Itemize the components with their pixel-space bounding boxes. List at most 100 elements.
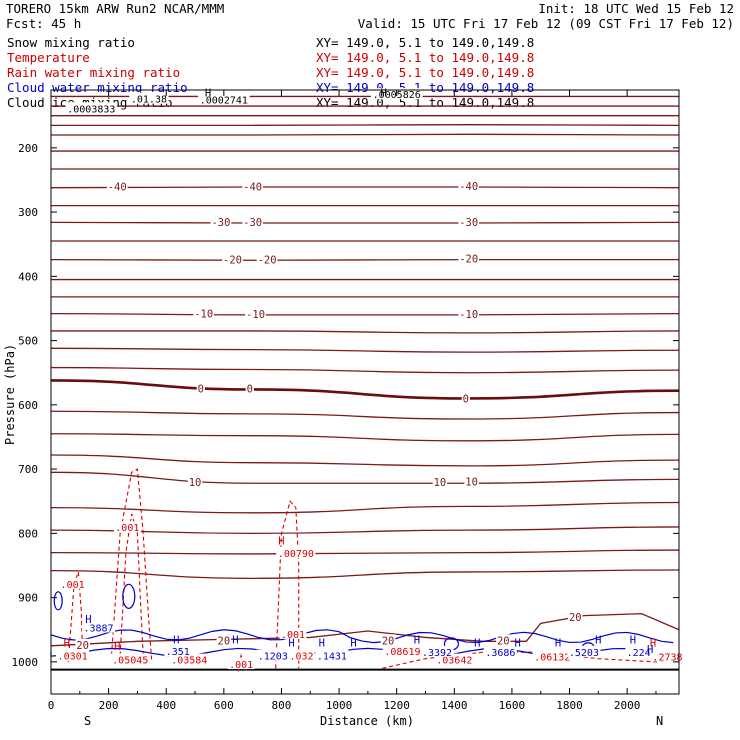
- temperature-label: 10: [434, 477, 447, 489]
- y-axis-label: Pressure (hPa): [3, 344, 17, 445]
- label-background: [222, 253, 243, 265]
- maximum-marker: H: [650, 638, 656, 650]
- temperature-isotherm: [50, 347, 680, 353]
- legend-label: Snow mixing ratio: [7, 35, 135, 50]
- temperature-contours: [50, 95, 680, 671]
- label-background: [129, 92, 169, 104]
- y-tick-label: 200: [18, 142, 38, 155]
- legend-label: Temperature: [7, 50, 90, 65]
- rain-label: .001: [61, 580, 85, 591]
- label-background: [65, 102, 118, 114]
- x-tick-label: 400: [156, 699, 176, 712]
- y-tick-label: 300: [18, 206, 38, 219]
- temperature-isotherm: [50, 186, 680, 189]
- temperature-label: 10: [189, 477, 202, 489]
- label-background: [380, 634, 396, 646]
- label-background: [187, 476, 203, 488]
- maximum-marker: H: [173, 634, 179, 646]
- maximum-marker: H: [474, 638, 480, 650]
- temperature-isotherm: [50, 410, 680, 420]
- cloud-water-contour: [122, 583, 136, 609]
- label-background: [113, 521, 141, 533]
- temperature-label: 10: [465, 477, 478, 489]
- x-end-left: S: [84, 714, 91, 728]
- temperature-label: -10: [246, 309, 265, 321]
- temperature-label: 20: [382, 635, 395, 647]
- cloud-water-label: .224: [627, 648, 651, 659]
- legend-xy: XY= 149.0, 5.1 to 149.0,149.8: [316, 65, 534, 80]
- label-background: [432, 476, 448, 488]
- temperature-isotherm: [50, 133, 680, 136]
- cloud-water-label: .1431: [317, 652, 347, 663]
- cloud-water-contour: [53, 591, 63, 611]
- label-background: [82, 621, 116, 633]
- y-tick-label: 800: [18, 527, 38, 540]
- maximum-marker: H: [114, 641, 120, 653]
- label-background: [625, 645, 653, 657]
- rain-label: .05045: [112, 656, 148, 667]
- temperature-label: -40: [108, 182, 127, 194]
- rain-label: .001: [281, 630, 305, 641]
- x-axis-label: Distance (km): [320, 714, 414, 728]
- maximum-marker: H: [232, 634, 238, 646]
- temperature-isotherm: [50, 221, 680, 224]
- x-tick-label: 2000: [614, 699, 641, 712]
- maximum-marker: H: [288, 638, 294, 650]
- maximum-marker: H: [319, 638, 325, 650]
- legend-xy: XY= 149.0, 5.1 to 149.0,149.8: [316, 35, 534, 50]
- temperature-label: -20: [459, 254, 478, 266]
- temperature-isotherm: [51, 330, 680, 334]
- temperature-label: 20: [569, 612, 582, 624]
- temperature-isotherm: [50, 258, 679, 261]
- temperature-label: -20: [258, 254, 277, 266]
- label-background: [276, 546, 316, 558]
- rain-label: .06132: [534, 652, 570, 663]
- temperature-isotherm: [50, 433, 680, 442]
- maximum-marker: H: [630, 634, 636, 646]
- rain-contour: [382, 651, 680, 669]
- temperature-isotherm: [50, 454, 680, 467]
- rain-contour: [275, 500, 300, 669]
- contour-labels: -40 -40 -40 -30 -30 -30 -20 -20 -20 -10 -10 -10 0 0 0 1…: [56, 88, 684, 671]
- maximum-marker: H: [515, 638, 521, 650]
- temperature-isotherm: [50, 366, 680, 374]
- x-tick-label: 1200: [383, 699, 410, 712]
- cloud-water-contour: [50, 629, 674, 644]
- label-background: [568, 611, 583, 623]
- temperature-isotherm: [50, 549, 680, 555]
- x-tick-label: 1800: [556, 699, 583, 712]
- rain-label: .001: [229, 660, 253, 671]
- x-tick-label: 200: [99, 699, 119, 712]
- axes: 0 200 400 600 800 1000 1200 1400 1600 1800 2000200…: [12, 89, 680, 712]
- label-background: [196, 382, 205, 394]
- label-background: [650, 650, 684, 662]
- rain-label: .0327: [289, 652, 319, 663]
- cloud-ice-label: .0003833: [67, 104, 115, 115]
- rain-label: .001: [115, 523, 139, 534]
- rain-contour: [237, 653, 248, 672]
- maximum-marker: H: [595, 634, 601, 646]
- temperature-label: 0: [198, 383, 204, 395]
- cloud-ice-label: .0002741: [200, 95, 248, 106]
- label-background: [242, 180, 263, 192]
- model-title: TORERO 15km ARW Run2 NCAR/MMM: [6, 1, 224, 16]
- rain-label: .2738: [652, 652, 682, 663]
- legend-label: Rain water mixing ratio: [7, 65, 180, 80]
- rain-label: .03584: [171, 656, 207, 667]
- temperature-label: -40: [243, 182, 262, 194]
- cloud-water-label: .5203: [569, 648, 599, 659]
- label-background: [458, 180, 480, 192]
- maximum-marker: H: [350, 638, 356, 650]
- maximum-marker: H: [381, 88, 387, 100]
- temperature-isotherm: [50, 312, 680, 316]
- maximum-marker: H: [647, 644, 653, 656]
- label-background: [458, 216, 480, 228]
- init-time: Init: 18 UTC Wed 15 Feb 12: [538, 1, 734, 16]
- label-background: [458, 307, 480, 319]
- temperature-label: 20: [497, 635, 510, 647]
- label-background: [210, 216, 232, 228]
- label-background: [242, 216, 263, 228]
- cloud-water-label: .351: [166, 647, 190, 658]
- label-background: [110, 653, 150, 665]
- label-background: [464, 475, 479, 487]
